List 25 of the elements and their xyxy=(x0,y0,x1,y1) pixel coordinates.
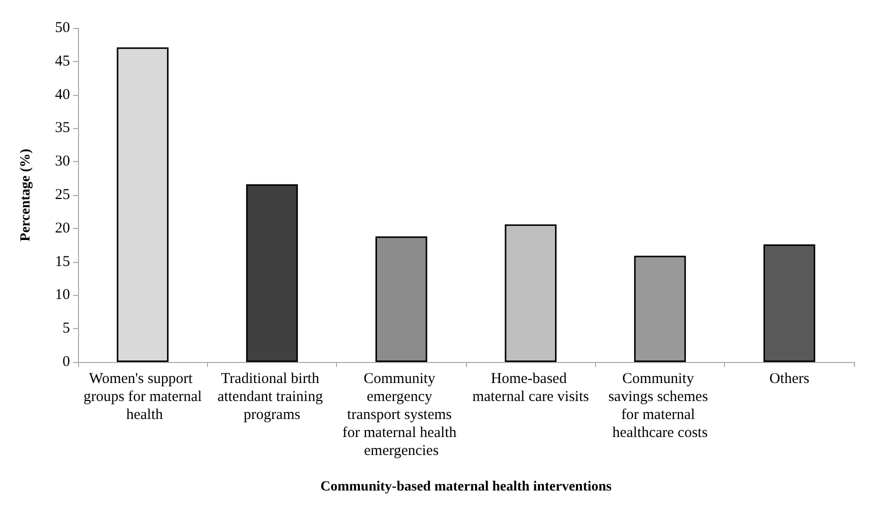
y-tick-label: 30 xyxy=(55,154,70,170)
bar xyxy=(246,184,298,362)
y-tick-label: 25 xyxy=(55,187,70,203)
x-tick-label: Others xyxy=(769,371,810,387)
bar xyxy=(763,244,816,362)
y-tick-label: 35 xyxy=(55,120,70,136)
y-axis-title: Percentage (%) xyxy=(18,148,34,242)
bar xyxy=(375,236,428,362)
y-tick-label: 5 xyxy=(62,320,70,337)
y-tick-label: 20 xyxy=(55,220,70,236)
y-tick-label: 50 xyxy=(55,20,70,36)
x-axis-title: Community-based maternal health interventions xyxy=(320,480,612,494)
y-tick-label: 45 xyxy=(55,53,70,70)
y-tick-label: 15 xyxy=(55,254,70,270)
x-tick-label: Traditional birth attendant training programs xyxy=(217,371,327,423)
y-tick-label: 0 xyxy=(62,354,70,370)
x-tick-label: Community savings schemes for maternal healthcare costs xyxy=(608,371,712,441)
bar xyxy=(116,47,169,362)
x-tick-label: Community emergency transport systems for maternal health emergencies xyxy=(342,371,460,459)
bar xyxy=(504,224,557,362)
x-tick-label: Women's support groups for maternal health xyxy=(84,371,202,423)
y-tick-label: 10 xyxy=(55,287,70,304)
bar xyxy=(634,256,686,362)
x-tick-label: Home-based maternal care visits xyxy=(472,371,590,405)
y-tick-label: 40 xyxy=(55,86,70,103)
